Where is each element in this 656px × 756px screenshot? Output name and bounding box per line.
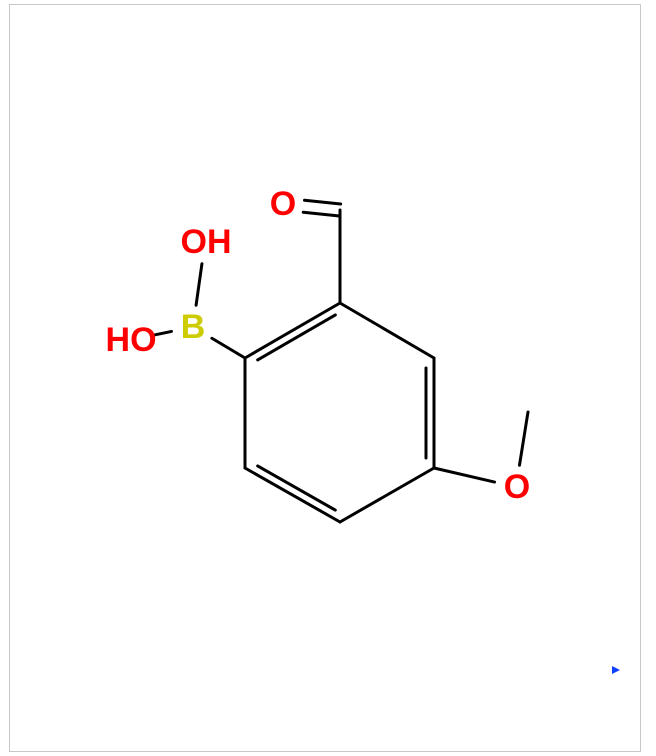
molecule-diagram [0,0,656,756]
atom-label-O8: O [270,187,296,221]
atom-label-O_OH2: HO [106,323,157,357]
play-icon [612,666,620,674]
atom-label-O_OMe: O [504,470,530,504]
atom-label-B: B [181,310,206,344]
atom-label-O_OH1: OH [181,225,232,259]
